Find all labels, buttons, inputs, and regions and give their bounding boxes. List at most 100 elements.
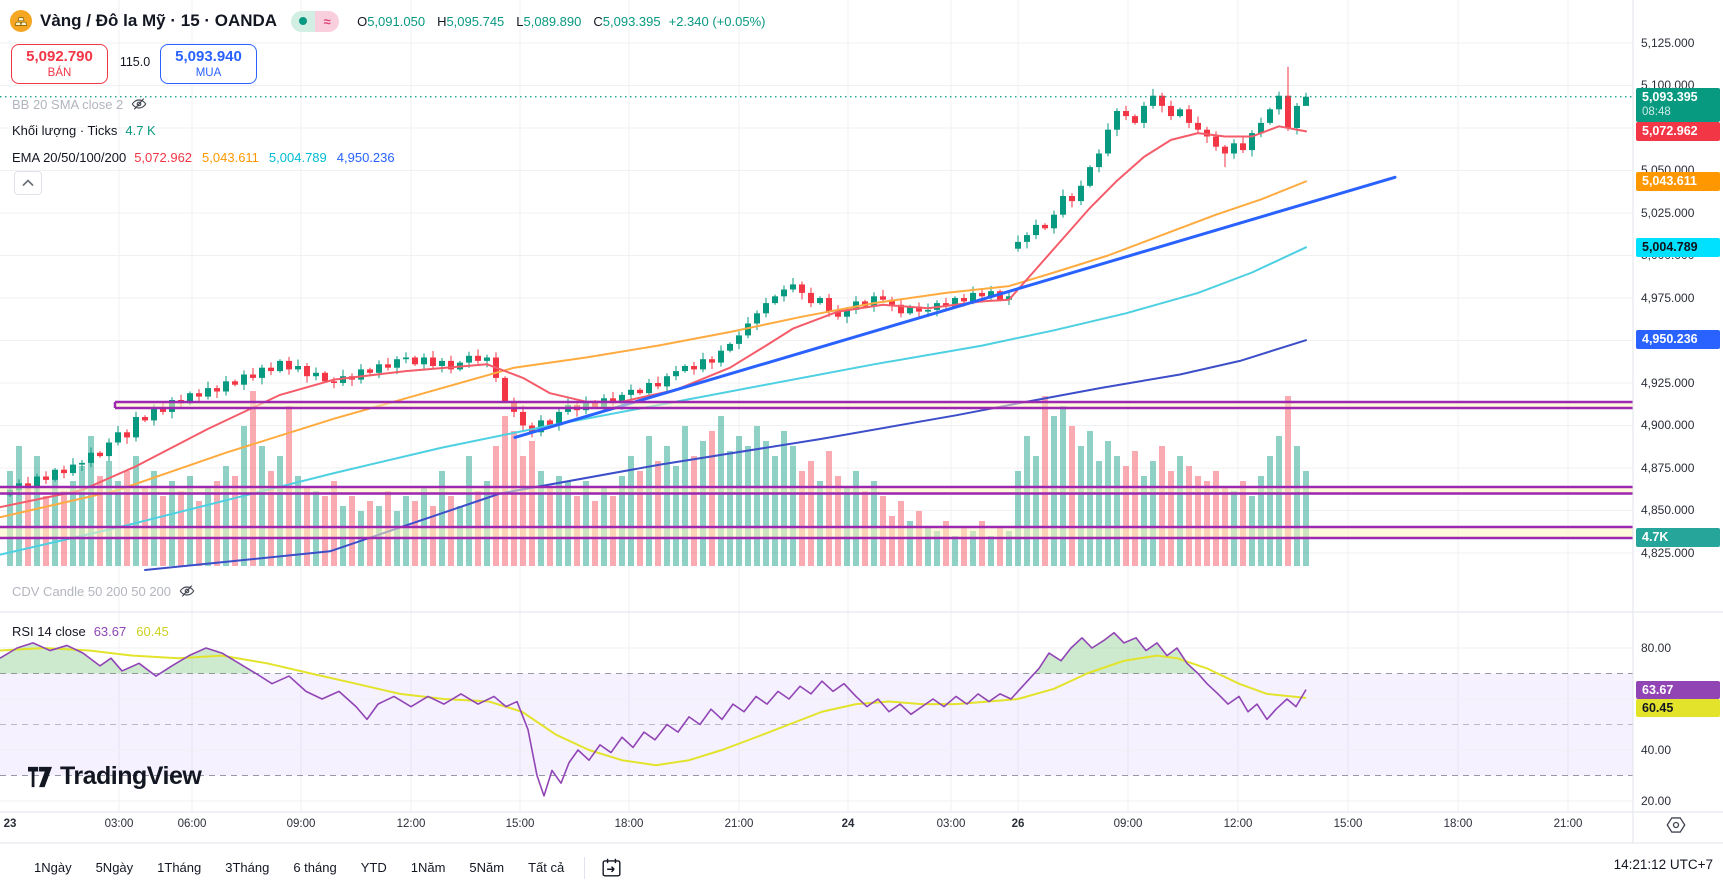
bottom-toolbar: 1Ngày 5Ngày 1Tháng 3Tháng 6 tháng YTD 1Năm 5Năm…: [0, 844, 1723, 891]
tradingview-watermark: TradingView: [27, 762, 202, 791]
price-badge: 5,004.789: [1636, 238, 1720, 257]
legend-row-ema[interactable]: EMA 20/50/100/200 5,072.962 5,043.611 5,00…: [12, 150, 395, 165]
eye-off-icon[interactable]: [179, 583, 195, 599]
price-scale-label: 80.00: [1641, 641, 1672, 655]
range-button-1tháng[interactable]: 1Tháng: [157, 860, 202, 875]
buy-price: 5,093.940: [175, 48, 242, 65]
price-scale-label: 4,850.000: [1641, 503, 1695, 517]
time-tick: 18:00: [614, 818, 644, 830]
price-badge: 4,950.236: [1636, 330, 1720, 349]
price-range-fill: [0, 487, 1633, 494]
time-tick: 23: [3, 818, 17, 830]
ohlc-h: H5,095.745: [437, 13, 505, 29]
price-scale-label: 4,825.000: [1641, 546, 1695, 560]
price-scale-label: 20.00: [1641, 794, 1672, 808]
rsi-line: [0, 631, 1307, 797]
rsi-ma-line: [0, 647, 1307, 767]
price-range-fill: [115, 402, 1633, 408]
ema-value: 5,004.789: [268, 150, 327, 165]
ema-indicator-label: EMA 20/50/100/200: [12, 150, 127, 165]
price-scale-label: 4,875.000: [1641, 461, 1695, 475]
time-tick: 12:00: [1223, 818, 1253, 830]
time-tick: 15:00: [1333, 818, 1363, 830]
time-tick: 03:00: [104, 818, 134, 830]
ohlc-c: C5,093.395: [593, 13, 661, 29]
volume-indicator-label: Khối lượng · Ticks: [12, 123, 118, 138]
time-tick: 09:00: [1113, 818, 1143, 830]
time-tick: 24: [841, 818, 855, 830]
range-button-3tháng[interactable]: 3Tháng: [225, 860, 270, 875]
price-scale-label: 40.00: [1641, 743, 1672, 757]
price-badge: 5,072.962: [1636, 122, 1720, 141]
symbol-title[interactable]: Vàng / Đô la Mỹ · 15 · OANDA: [40, 11, 278, 30]
range-button-1ngày[interactable]: 1Ngày: [34, 860, 72, 875]
price-change: +2.340 (+0.05%): [668, 13, 766, 29]
rsi-badge: 63.67: [1636, 681, 1720, 699]
EMA 50: [0, 180, 1307, 519]
tradingview-logo-icon: [27, 765, 53, 789]
time-tick: 15:00: [505, 818, 535, 830]
go-to-date-icon[interactable]: [601, 857, 622, 878]
legend-row-bb[interactable]: BB 20 SMA close 2: [12, 96, 147, 112]
market-open-dot-icon: [291, 10, 316, 32]
ohlc-o: O5,091.050: [357, 13, 426, 29]
gold-symbol-icon: [10, 10, 32, 32]
sell-price: 5,092.790: [26, 48, 93, 65]
sell-button[interactable]: 5,092.790 BÁN: [11, 44, 108, 84]
range-button-ytd[interactable]: YTD: [360, 860, 387, 875]
spread-value: 115.0: [119, 55, 151, 69]
time-tick: 06:00: [177, 818, 207, 830]
EMA 20: [0, 125, 1307, 509]
legend-row-cdv[interactable]: CDV Candle 50 200 50 200: [12, 583, 195, 599]
bb-indicator-label: BB 20 SMA close 2: [12, 96, 124, 112]
volume-bars: [7, 391, 1309, 566]
ohlc-l: L5,089.890: [516, 13, 582, 29]
price-badge: 5,043.611: [1636, 172, 1720, 191]
time-tick: 09:00: [286, 818, 316, 830]
time-tick: 21:00: [1553, 818, 1583, 830]
time-tick: 03:00: [936, 818, 966, 830]
collapse-legend-button[interactable]: [14, 171, 42, 195]
approx-icon: ≈: [315, 10, 340, 32]
range-button-tất-cả[interactable]: Tất cả: [528, 860, 565, 875]
buy-label: MUA: [195, 67, 222, 79]
price-scale-label: 5,025.000: [1641, 206, 1695, 220]
price-scale-label: 4,900.000: [1641, 418, 1695, 432]
price-scale-settings-icon[interactable]: [1666, 816, 1686, 839]
ema-value: 5,043.611: [202, 150, 259, 165]
time-tick: 18:00: [1443, 818, 1473, 830]
price-scale-label: 4,975.000: [1641, 291, 1695, 305]
rsi-value: 60.45: [136, 624, 169, 639]
range-button-1năm[interactable]: 1Năm: [410, 860, 446, 875]
legend-row-volume[interactable]: Khối lượng · Ticks 4.7 K: [12, 123, 156, 138]
sell-label: BÁN: [47, 67, 72, 79]
range-button-5năm[interactable]: 5Năm: [469, 860, 505, 875]
rsi-badge: 60.45: [1636, 699, 1720, 717]
date-range-buttons: 1Ngày 5Ngày 1Tháng 3Tháng 6 tháng YTD 1Năm 5Năm…: [34, 860, 564, 875]
EMA 200: [144, 339, 1307, 571]
ema-value: 4,950.236: [336, 150, 395, 165]
price-range-fill: [0, 526, 1633, 539]
range-button-5ngày[interactable]: 5Ngày: [95, 860, 134, 875]
eye-off-icon[interactable]: [131, 96, 147, 112]
price-badge: 4.7K: [1636, 528, 1720, 547]
ema-values: 5,072.962 5,043.611 5,004.789 4,950.236: [134, 150, 394, 165]
buy-button[interactable]: 5,093.940 MUA: [160, 44, 257, 84]
market-status-pill[interactable]: ≈: [291, 10, 340, 32]
tradingview-watermark-text: TradingView: [60, 762, 202, 790]
rsi-indicator-label: RSI 14 close: [12, 624, 86, 639]
time-tick: 12:00: [396, 818, 426, 830]
rsi-values: 63.67 60.45: [94, 624, 169, 639]
server-clock[interactable]: 14:21:12 UTC+7: [1613, 857, 1713, 872]
rsi-value: 63.67: [93, 624, 127, 639]
range-button-6-tháng[interactable]: 6 tháng: [293, 860, 337, 875]
legend-row-rsi[interactable]: RSI 14 close 63.67 60.45: [12, 624, 169, 639]
main-pane: [0, 66, 1633, 571]
cdv-indicator-label: CDV Candle 50 200 50 200: [12, 583, 172, 599]
price-badge: 5,093.395 08:48: [1636, 88, 1720, 122]
toolbar-divider: [584, 856, 586, 879]
trendline: [513, 175, 1397, 439]
volume-value: 4.7 K: [125, 123, 156, 138]
